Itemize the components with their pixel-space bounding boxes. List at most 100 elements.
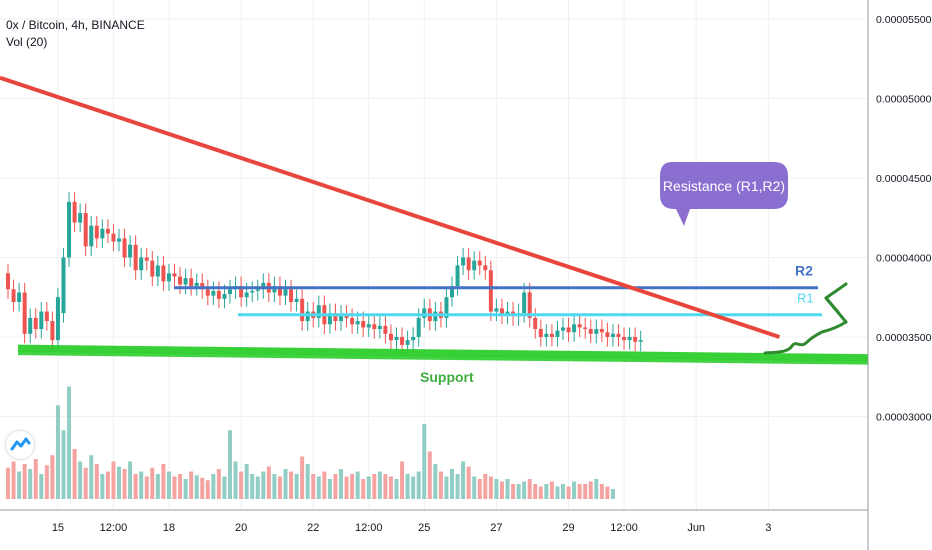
y-tick-label: 0.00005000 xyxy=(876,93,932,105)
candle-body xyxy=(239,286,244,298)
volume-bar xyxy=(416,471,421,499)
volume-bar xyxy=(39,474,44,499)
volume-bar xyxy=(155,474,160,499)
candle-body xyxy=(39,311,44,330)
volume-bar xyxy=(78,461,83,499)
volume-bar xyxy=(294,474,299,499)
candle-body xyxy=(183,278,188,285)
candle-body xyxy=(161,265,166,282)
volume-bar xyxy=(411,476,416,499)
candle-body xyxy=(372,324,377,330)
candle-body xyxy=(433,311,438,322)
candle-body xyxy=(44,311,49,322)
volume-bar xyxy=(383,474,388,499)
candle-body xyxy=(277,286,282,296)
volume-bar xyxy=(461,461,466,499)
volume-bar xyxy=(128,461,133,499)
candle-body xyxy=(444,297,449,318)
candle-body xyxy=(33,317,38,330)
x-tick-label: 18 xyxy=(163,522,175,534)
x-tick-label: 25 xyxy=(418,522,430,534)
volume-bar xyxy=(272,474,277,499)
volume-bar xyxy=(355,471,360,499)
volume-bar xyxy=(189,471,194,499)
volume-bar xyxy=(6,467,10,499)
candle-body xyxy=(488,270,493,312)
volume-bar xyxy=(316,476,321,499)
volume-bar xyxy=(344,476,349,499)
volume-bar xyxy=(377,471,382,499)
volume-bar xyxy=(289,471,294,499)
candle-body xyxy=(394,336,399,341)
candle-body xyxy=(122,238,127,258)
volume-bar xyxy=(350,474,355,499)
candle-body xyxy=(189,278,194,287)
x-tick-label: 22 xyxy=(307,522,319,534)
candle-body xyxy=(78,212,83,223)
candle-body xyxy=(555,330,560,337)
r2-label: R2 xyxy=(795,263,813,279)
candle-body xyxy=(405,340,410,345)
x-tick-label: 3 xyxy=(765,522,771,534)
candle-body xyxy=(366,324,371,328)
candle-body xyxy=(244,292,249,298)
candle-body xyxy=(139,257,144,271)
volume-bar xyxy=(538,486,543,499)
candle-body xyxy=(450,286,454,298)
candle-body xyxy=(494,308,499,312)
descending-trendline xyxy=(0,75,781,339)
volume-bar xyxy=(572,481,577,499)
drawn-levels: R2 R1 Support Resistance (R1,R2) xyxy=(0,75,869,385)
volume-bar xyxy=(599,484,604,499)
volume-bar xyxy=(105,471,110,499)
candle-body xyxy=(455,265,460,287)
candle-body xyxy=(622,336,627,341)
volume-bar xyxy=(388,476,393,499)
volume-bar xyxy=(11,461,16,499)
candle-body xyxy=(150,260,155,277)
candle-body xyxy=(400,336,405,345)
candle-body xyxy=(283,289,288,296)
volume-bar xyxy=(283,469,288,499)
candle-body xyxy=(228,289,232,295)
candle-body xyxy=(255,289,260,291)
candle-body xyxy=(305,311,310,322)
candle-body xyxy=(605,332,610,337)
candle-body xyxy=(55,297,60,341)
volume-bar xyxy=(67,386,72,499)
volume-bar xyxy=(483,474,488,499)
x-tick-label: 15 xyxy=(52,522,64,534)
volume-bar xyxy=(605,486,610,499)
candle-body xyxy=(588,329,593,334)
volume-bar xyxy=(361,479,366,499)
volume-bar xyxy=(50,455,55,499)
candle-body xyxy=(483,265,488,271)
volume-bar xyxy=(305,464,310,499)
volume-bar xyxy=(588,481,593,499)
volume-bar xyxy=(17,471,22,499)
volume-bar xyxy=(205,480,210,499)
x-tick-label: 12:00 xyxy=(100,522,128,534)
volume-bar xyxy=(111,461,116,499)
volume-bar xyxy=(594,479,599,499)
candle-body xyxy=(327,313,332,325)
candle-body xyxy=(67,201,72,258)
x-tick-label: 29 xyxy=(562,522,574,534)
candle-body xyxy=(383,325,388,334)
volume-bar xyxy=(266,466,271,499)
volume-bar xyxy=(233,461,238,499)
price-axis xyxy=(869,0,932,550)
y-tick-label: 0.00003000 xyxy=(876,411,932,423)
symbol-title: 0x / Bitcoin, 4h, BINANCE xyxy=(6,18,145,32)
volume-bar xyxy=(150,467,155,499)
volume-bar xyxy=(244,464,249,499)
candle-body xyxy=(361,321,366,328)
volume-bar xyxy=(327,479,332,499)
candle-body xyxy=(561,327,565,331)
volume-indicator-label[interactable]: Vol (20) xyxy=(6,35,48,49)
volume-bar xyxy=(277,476,282,499)
volume-bar xyxy=(117,466,121,499)
volume-bar xyxy=(527,479,532,499)
candle-body xyxy=(50,321,55,341)
